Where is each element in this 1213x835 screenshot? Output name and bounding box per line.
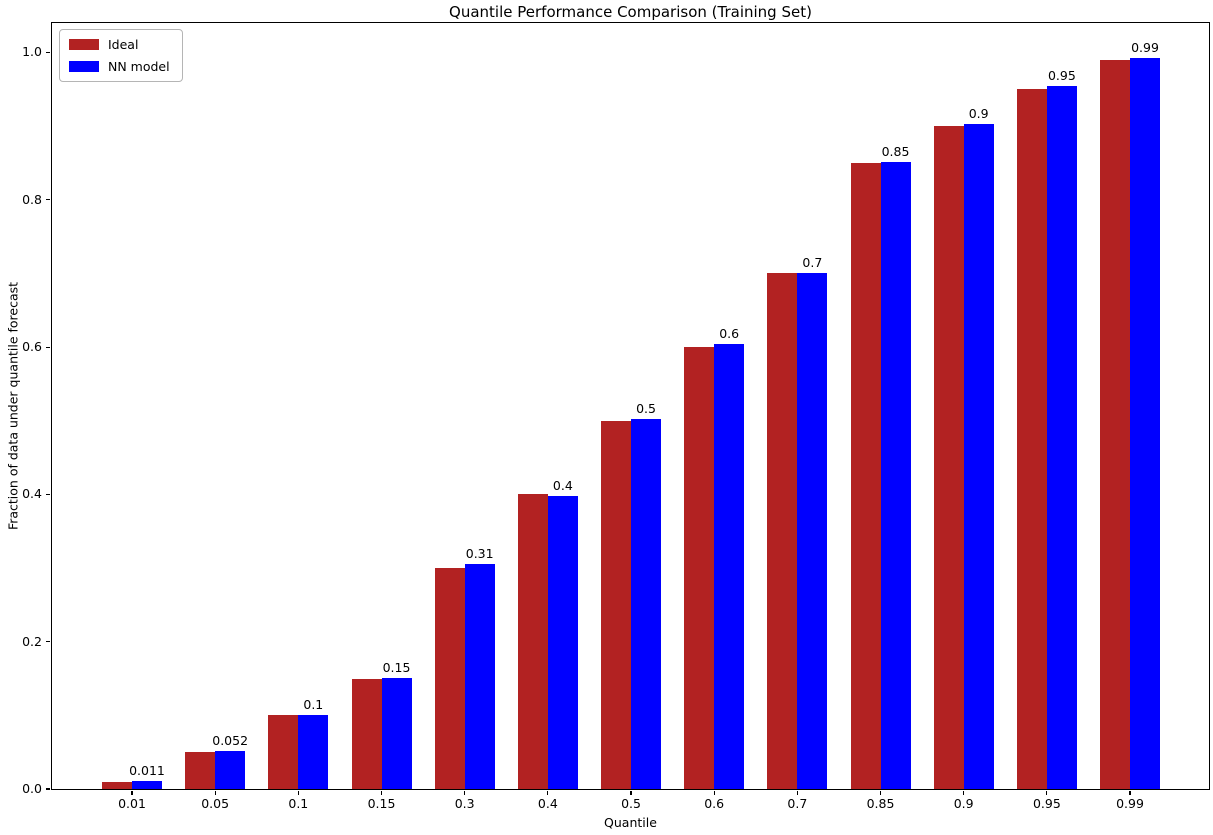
y-tick-label: 0.0 (22, 781, 42, 796)
y-tick (46, 788, 50, 790)
ideal-bar (933, 126, 964, 789)
bar-value-label: 0.1 (303, 696, 324, 712)
x-tick-label: 0.99 (1116, 796, 1144, 811)
nn-bar (1130, 58, 1161, 789)
nn-bar (464, 563, 495, 789)
ideal-bar (517, 494, 548, 789)
legend-label-nn-model: NN model (108, 59, 170, 74)
x-tick (214, 791, 216, 795)
nn-bar (963, 123, 994, 789)
y-tick-label: 1.0 (22, 44, 42, 60)
nn-bar (381, 677, 412, 789)
chart-title: Quantile Performance Comparison (Trainin… (449, 3, 812, 21)
x-tick (1129, 791, 1131, 795)
bar-value-label: 0.95 (1047, 68, 1076, 84)
x-tick (297, 791, 299, 795)
nn-bar (797, 272, 828, 789)
bar-value-label: 0.9 (968, 105, 989, 121)
ideal-bar (185, 752, 216, 789)
nn-bar (880, 162, 911, 789)
legend-item-ideal: Ideal (69, 37, 170, 52)
nn-bar (1046, 86, 1077, 789)
ideal-bar (850, 162, 881, 789)
nn-bar (132, 780, 162, 789)
nn-bar (298, 714, 329, 789)
y-tick-label: 0.2 (22, 633, 42, 649)
bar-value-label: 0.5 (636, 400, 656, 416)
legend-swatch-ideal (69, 39, 99, 50)
x-tick (1046, 791, 1048, 795)
ideal-bar (601, 420, 632, 789)
ideal-bar (102, 781, 132, 789)
nn-bar (631, 418, 662, 789)
y-tick-label: 0.8 (22, 191, 42, 207)
legend-item-nn-model: NN model (69, 59, 170, 74)
bar-value-label: 0.99 (1131, 40, 1159, 56)
x-tick-label: 0.9 (953, 796, 974, 811)
y-tick (46, 346, 50, 348)
x-tick-label: 0.15 (367, 796, 396, 811)
x-tick (879, 791, 882, 795)
bar-value-label: 0.052 (212, 732, 249, 748)
y-tick (46, 51, 50, 54)
bar-value-label: 0.31 (465, 545, 494, 561)
ideal-bar (767, 273, 798, 789)
x-tick (713, 791, 715, 795)
x-tick (380, 791, 383, 795)
ideal-bar (351, 678, 382, 789)
legend: Ideal NN model (59, 29, 183, 82)
ideal-bar (268, 715, 299, 789)
ideal-bar (1016, 89, 1047, 789)
y-tick (46, 493, 50, 495)
bar-value-label: 0.4 (552, 477, 573, 493)
x-tick-label: 0.85 (866, 796, 895, 811)
bar-value-label: 0.15 (382, 659, 411, 675)
bar-value-label: 0.85 (881, 144, 910, 160)
x-tick (963, 791, 965, 795)
x-tick-label: 0.95 (1032, 796, 1061, 811)
y-tick (46, 641, 50, 643)
nn-bar (215, 750, 246, 789)
ideal-bar (1100, 59, 1131, 789)
bar-value-label: 0.011 (129, 762, 165, 778)
x-tick-label: 0.3 (454, 796, 475, 811)
x-tick-label: 0.4 (537, 796, 558, 811)
y-tick (46, 199, 50, 201)
x-tick-label: 0.01 (118, 796, 146, 811)
nn-bar (714, 344, 745, 789)
y-tick-label: 0.6 (22, 339, 42, 355)
ideal-bar (434, 568, 465, 789)
x-tick-label: 0.05 (201, 796, 230, 811)
legend-label-ideal: Ideal (108, 37, 139, 52)
nn-bar (547, 495, 578, 789)
x-tick-label: 0.5 (621, 796, 641, 811)
x-tick (547, 791, 549, 795)
x-tick (630, 791, 632, 795)
x-tick (464, 791, 466, 795)
x-tick-label: 0.7 (787, 796, 808, 811)
legend-swatch-nn-model (69, 61, 99, 72)
x-tick-label: 0.6 (704, 796, 725, 811)
x-axis-label: Quantile (604, 815, 657, 830)
bar-value-label: 0.7 (802, 254, 823, 270)
bar-value-label: 0.6 (719, 326, 740, 342)
ideal-bar (684, 347, 715, 789)
plot-area: Ideal NN model 0.0 0.2 0.4 0.6 0.8 1.0 0.011 0.… (22, 22, 1210, 811)
x-tick (131, 791, 133, 795)
x-tick (796, 791, 798, 795)
y-tick-label: 0.4 (22, 486, 42, 502)
x-tick-label: 0.1 (288, 796, 309, 811)
